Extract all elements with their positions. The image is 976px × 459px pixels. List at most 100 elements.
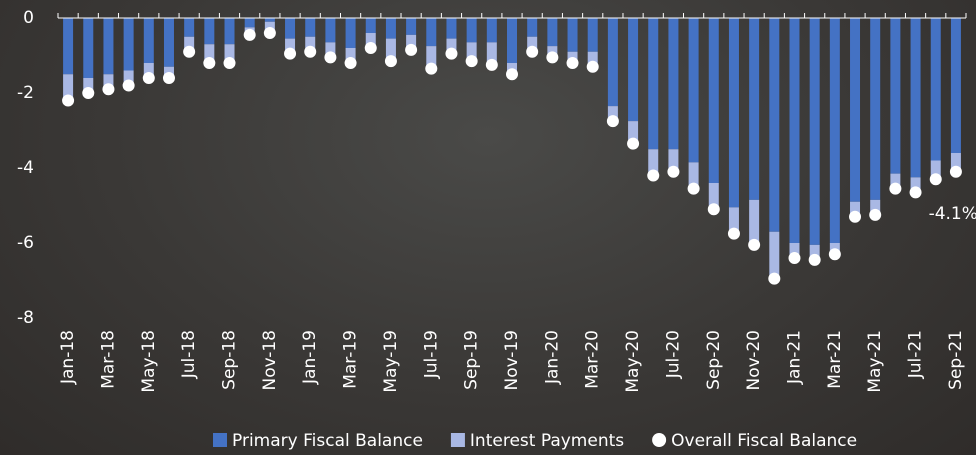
- bar: [850, 201, 861, 217]
- dot: [384, 55, 397, 68]
- bar: [950, 18, 961, 153]
- dot: [748, 238, 761, 251]
- dot: [586, 60, 599, 73]
- bar: [930, 18, 941, 161]
- dot: [203, 57, 216, 69]
- bar: [63, 74, 74, 101]
- bar: [507, 18, 517, 63]
- bar: [426, 18, 437, 47]
- bar: [749, 199, 760, 245]
- bar: [204, 44, 215, 63]
- dot: [909, 186, 922, 199]
- dot: [102, 83, 115, 96]
- dot: [606, 115, 619, 128]
- dot: [707, 203, 720, 216]
- dot: [223, 57, 236, 69]
- dot: [284, 47, 297, 60]
- x-tick-label: May-21: [865, 330, 885, 393]
- dot: [304, 45, 317, 58]
- x-tick-label: Jul-21: [906, 330, 926, 379]
- legend-label: Primary Fiscal Balance: [232, 431, 423, 451]
- dot: [465, 55, 478, 68]
- y-tick-label: 0: [23, 8, 34, 28]
- bar: [527, 18, 538, 37]
- bar: [668, 18, 679, 150]
- bar: [789, 18, 800, 243]
- bar: [809, 18, 820, 245]
- legend-swatch: [450, 433, 465, 447]
- bar: [728, 18, 739, 208]
- x-tick-label: Sep-19: [462, 330, 482, 390]
- bar: [224, 18, 235, 45]
- bar: [426, 46, 437, 69]
- x-tick-label: Sep-20: [704, 330, 724, 390]
- bar: [184, 18, 195, 37]
- bar: [547, 18, 558, 47]
- dot: [526, 45, 539, 58]
- bar: [870, 199, 881, 215]
- bar: [406, 34, 417, 50]
- y-tick-label: -6: [17, 233, 34, 253]
- dot: [162, 72, 175, 84]
- bar: [708, 183, 719, 210]
- bar: [607, 18, 618, 107]
- bar: [628, 121, 639, 144]
- bar: [769, 231, 780, 279]
- bar: [688, 18, 699, 163]
- dot: [768, 272, 781, 285]
- bar: [870, 18, 881, 200]
- bar: [163, 18, 174, 67]
- bar: [285, 18, 296, 39]
- bar: [749, 18, 760, 200]
- x-tick-label: Jan-20: [542, 330, 562, 385]
- y-tick-label: -8: [17, 308, 34, 328]
- bar: [567, 18, 578, 52]
- bar: [587, 18, 598, 52]
- dot: [566, 57, 579, 69]
- bar: [628, 18, 639, 122]
- dot: [506, 68, 518, 81]
- bar: [184, 36, 195, 52]
- bar: [83, 18, 94, 78]
- bar: [83, 78, 94, 93]
- bar: [365, 33, 376, 48]
- bar: [224, 44, 235, 63]
- dot: [727, 227, 740, 240]
- bar: [809, 244, 820, 260]
- dot: [445, 47, 458, 60]
- dot: [687, 182, 700, 195]
- bar: [63, 18, 74, 75]
- x-tick-label: Nov-19: [502, 330, 522, 391]
- bar: [728, 207, 739, 234]
- x-tick-label: Mar-21: [825, 330, 845, 389]
- x-tick-label: Mar-20: [583, 330, 603, 389]
- bar: [143, 63, 154, 78]
- bar: [930, 160, 941, 180]
- x-tick-label: Nov-20: [744, 330, 764, 391]
- x-tick-label: May-20: [623, 330, 643, 393]
- dot: [142, 72, 155, 84]
- x-tick-label: Mar-18: [98, 330, 118, 389]
- bar: [204, 18, 215, 45]
- dot: [364, 42, 377, 54]
- bar: [668, 149, 679, 172]
- dot: [889, 182, 902, 195]
- x-tick-label: Jul-18: [179, 330, 199, 379]
- bar: [829, 18, 840, 243]
- legend-label: Overall Fiscal Balance: [671, 431, 857, 451]
- bar: [123, 70, 134, 86]
- bar: [708, 18, 719, 183]
- y-tick-label: -4: [17, 158, 34, 178]
- dot: [324, 51, 337, 64]
- bar: [890, 18, 901, 174]
- bar: [325, 18, 336, 43]
- dot: [667, 165, 680, 178]
- legend-swatch: [213, 433, 227, 447]
- bar: [264, 18, 275, 22]
- bar: [325, 42, 336, 58]
- bar: [769, 18, 780, 232]
- y-tick-label: -2: [17, 83, 34, 103]
- dot: [263, 27, 276, 39]
- bar: [123, 18, 134, 71]
